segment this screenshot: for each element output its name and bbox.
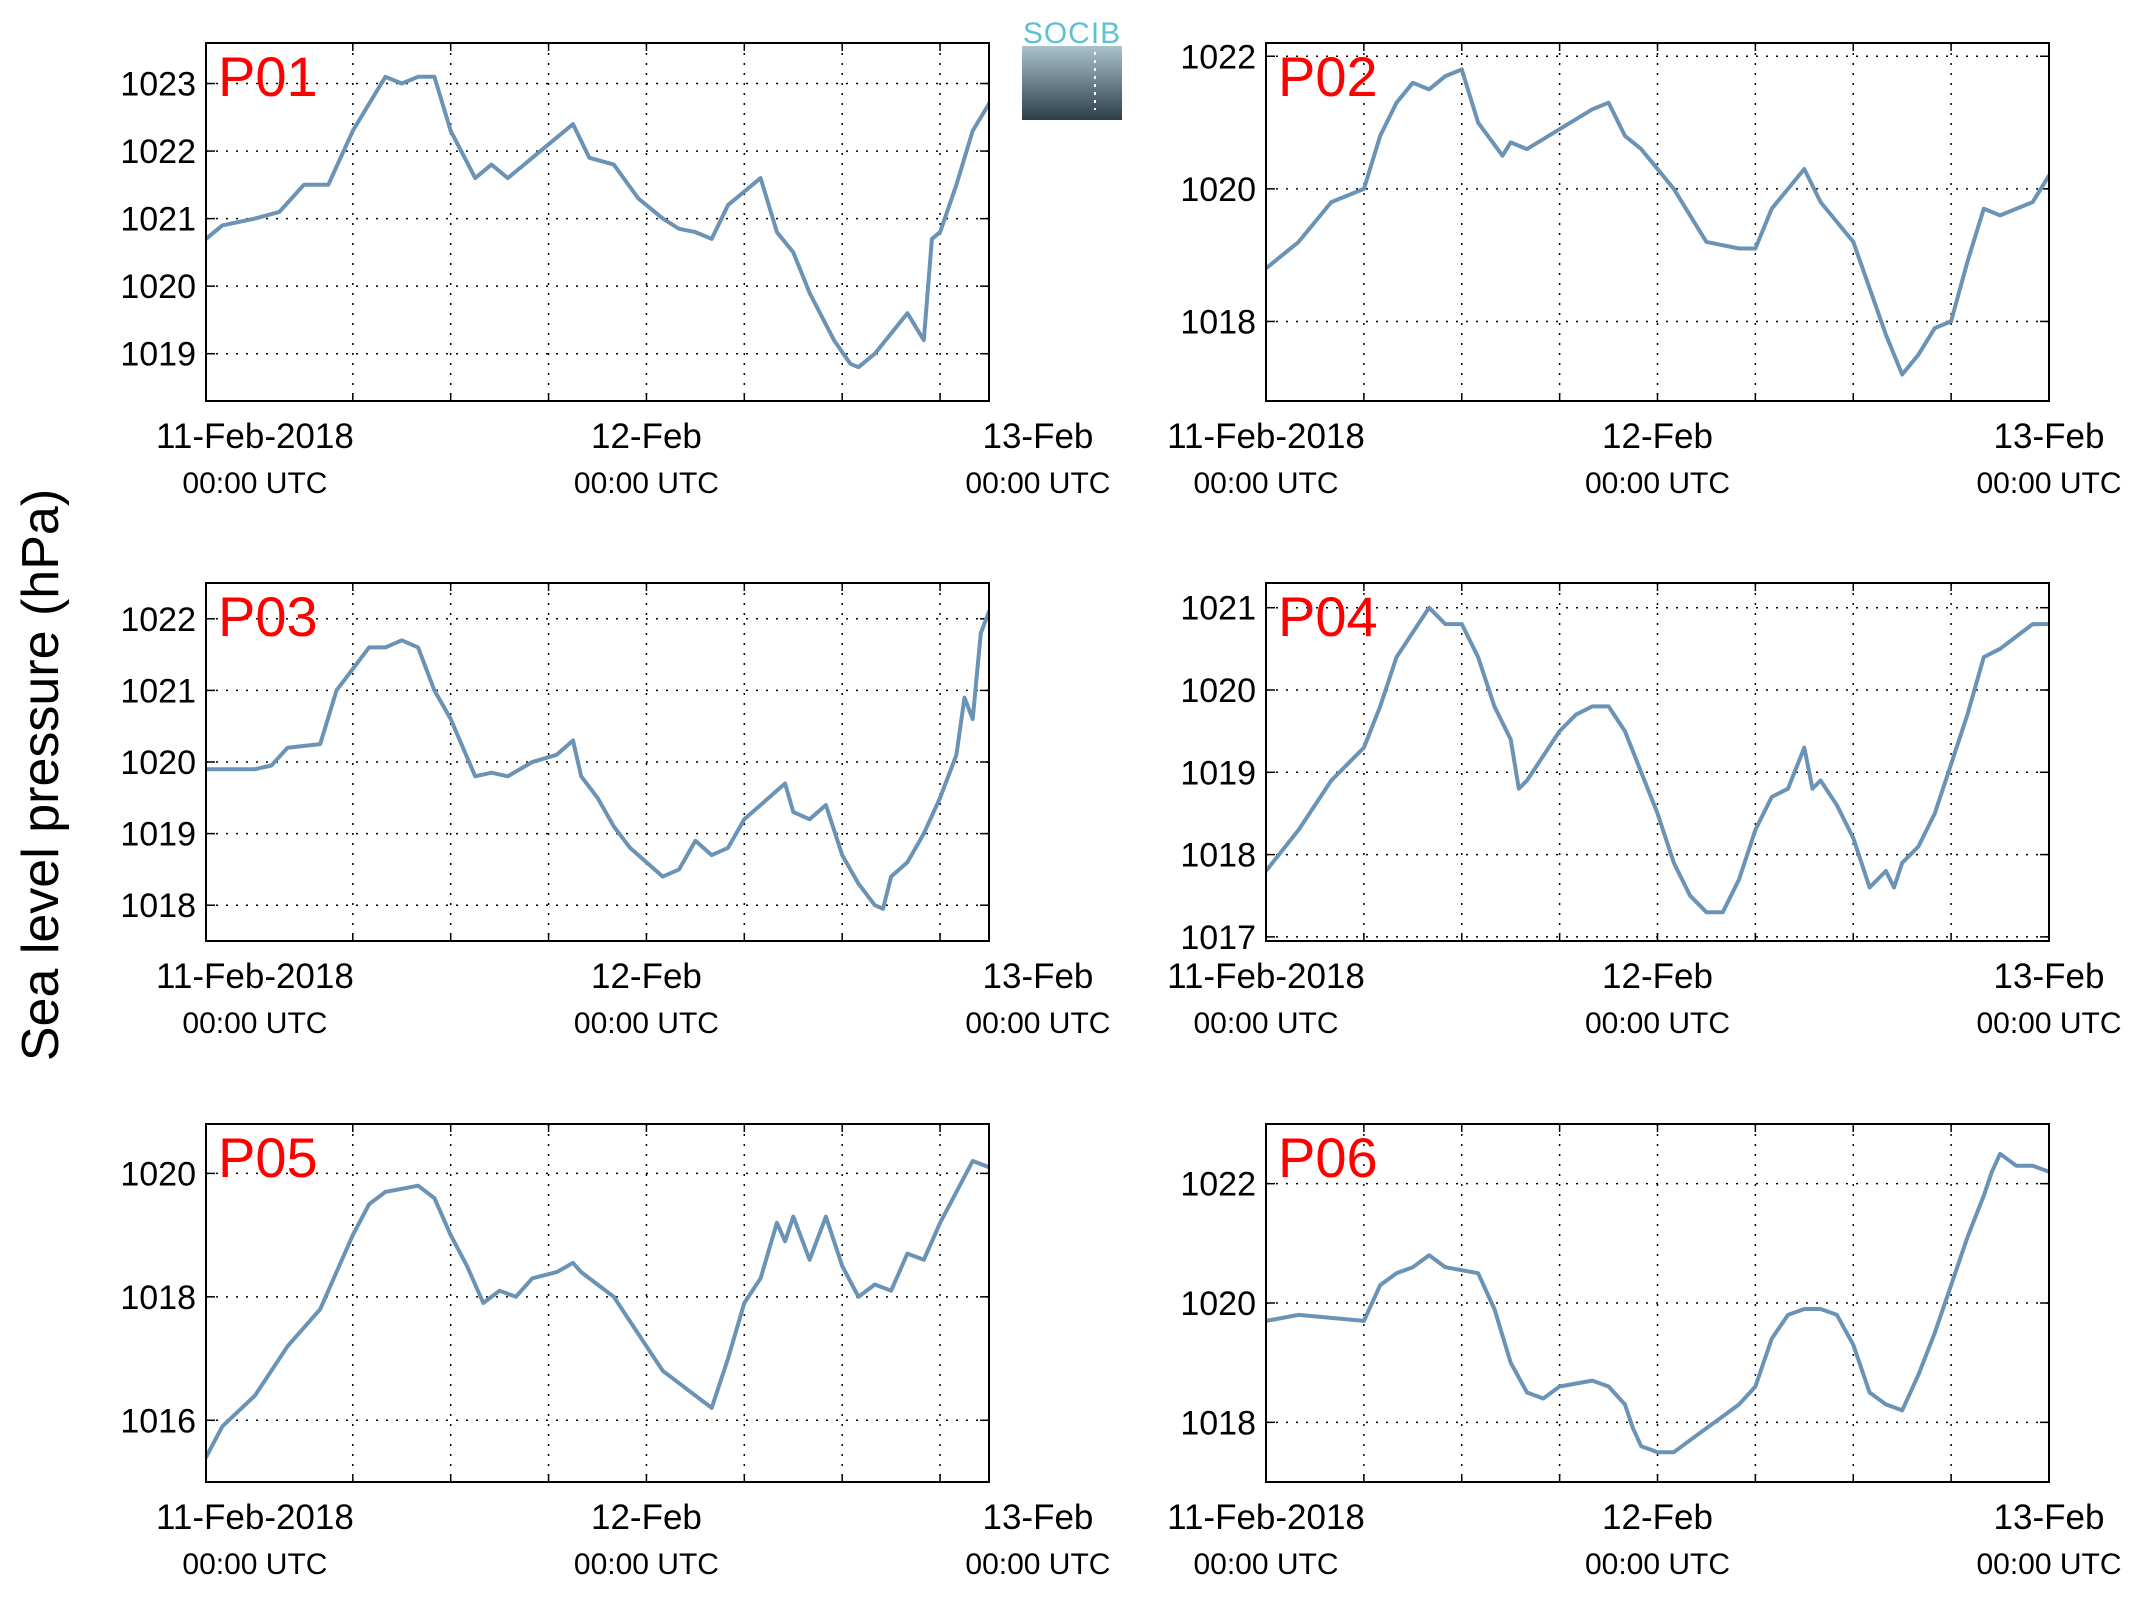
panel-label: P03 bbox=[218, 585, 318, 648]
x-tick-label: 12-Feb bbox=[591, 957, 702, 996]
x-tick-label: 11-Feb-2018 bbox=[1167, 957, 1365, 996]
x-tick-sublabel: 00:00 UTC bbox=[182, 1548, 327, 1581]
series-line-p05 bbox=[206, 1159, 989, 1460]
panel-label: P06 bbox=[1278, 1126, 1378, 1189]
panel-p01: 1019 1020 1021 1022 1023 11-Feb-2018 00:00 UTC… bbox=[120, 42, 1110, 500]
x-tick-sublabel: 00:00 UTC bbox=[574, 1548, 719, 1581]
socib-logo-gradient bbox=[1022, 46, 1122, 120]
y-tick-label: 1021 bbox=[1180, 590, 1256, 628]
x-tick-sublabel: 00:00 UTC bbox=[182, 1007, 327, 1040]
y-tick-label: 1020 bbox=[1180, 1285, 1256, 1323]
x-tick-sublabel: 00:00 UTC bbox=[1976, 467, 2121, 500]
panel-p03: 1018 1019 1020 1021 1022 11-Feb-2018 00:00 UTC… bbox=[120, 582, 1110, 1040]
x-tick-sublabel: 00:00 UTC bbox=[965, 1548, 1110, 1581]
socib-logo-text: SOCIB bbox=[1023, 17, 1121, 50]
x-tick-label: 11-Feb-2018 bbox=[156, 1498, 354, 1537]
y-axis-label: Sea level pressure (hPa) bbox=[12, 489, 70, 1061]
x-tick-sublabel: 00:00 UTC bbox=[1193, 1007, 1338, 1040]
series-line-p01 bbox=[206, 74, 989, 370]
y-tick-label: 1022 bbox=[1180, 1166, 1256, 1204]
panel-label: P02 bbox=[1278, 45, 1378, 108]
series-line-p06 bbox=[1266, 1151, 2049, 1455]
x-tick-sublabel: 00:00 UTC bbox=[1193, 1548, 1338, 1581]
series-line-p03 bbox=[206, 609, 989, 911]
axes-frame bbox=[205, 582, 990, 942]
x-tick-sublabel: 00:00 UTC bbox=[965, 1007, 1110, 1040]
y-tick-label: 1019 bbox=[120, 336, 196, 374]
x-tick-label: 13-Feb bbox=[982, 417, 1093, 456]
x-tick-label: 13-Feb bbox=[982, 1498, 1093, 1537]
x-tick-sublabel: 00:00 UTC bbox=[574, 467, 719, 500]
socib-logo: SOCIB bbox=[1022, 17, 1122, 120]
x-tick-sublabel: 00:00 UTC bbox=[574, 1007, 719, 1040]
x-tick-label: 11-Feb-2018 bbox=[1167, 1498, 1365, 1537]
x-tick-sublabel: 00:00 UTC bbox=[1976, 1548, 2121, 1581]
axes-frame bbox=[1265, 42, 2050, 402]
y-tick-label: 1018 bbox=[1180, 1404, 1256, 1442]
x-tick-sublabel: 00:00 UTC bbox=[1585, 1007, 1730, 1040]
x-tick-label: 13-Feb bbox=[982, 957, 1093, 996]
panel-p04: 1017 1018 1019 1020 1021 11-Feb-2018 00:00 UTC… bbox=[1167, 582, 2122, 1040]
x-tick-label: 13-Feb bbox=[1994, 957, 2105, 996]
x-tick-sublabel: 00:00 UTC bbox=[1193, 467, 1338, 500]
y-tick-label: 1017 bbox=[1180, 919, 1256, 957]
axes-frame bbox=[205, 1123, 990, 1483]
axes-frame bbox=[1265, 582, 2050, 942]
series-line-p02 bbox=[1266, 67, 2049, 377]
x-tick-sublabel: 00:00 UTC bbox=[965, 467, 1110, 500]
series-line-p04 bbox=[1266, 605, 2049, 915]
panel-p05: 1016 1018 1020 11-Feb-2018 00:00 UTC 12-Feb 00… bbox=[120, 1123, 1110, 1581]
y-tick-label: 1022 bbox=[1180, 38, 1256, 76]
x-tick-label: 12-Feb bbox=[1602, 1498, 1713, 1537]
x-tick-label: 12-Feb bbox=[1602, 957, 1713, 996]
x-tick-label: 11-Feb-2018 bbox=[156, 957, 354, 996]
x-tick-sublabel: 00:00 UTC bbox=[1585, 1548, 1730, 1581]
y-tick-label: 1020 bbox=[1180, 672, 1256, 710]
y-tick-label: 1021 bbox=[120, 672, 196, 710]
axes-frame bbox=[1265, 1123, 2050, 1483]
axes-frame bbox=[205, 42, 990, 402]
y-tick-label: 1018 bbox=[1180, 837, 1256, 875]
x-tick-sublabel: 00:00 UTC bbox=[1585, 467, 1730, 500]
x-tick-sublabel: 00:00 UTC bbox=[182, 467, 327, 500]
y-tick-label: 1018 bbox=[120, 887, 196, 925]
y-tick-label: 1020 bbox=[1180, 171, 1256, 209]
y-tick-label: 1018 bbox=[120, 1279, 196, 1317]
y-tick-label: 1022 bbox=[120, 133, 196, 171]
y-tick-label: 1021 bbox=[120, 201, 196, 239]
y-tick-label: 1020 bbox=[120, 268, 196, 306]
y-tick-label: 1020 bbox=[120, 1155, 196, 1193]
x-tick-sublabel: 00:00 UTC bbox=[1976, 1007, 2121, 1040]
panels: 1019 1020 1021 1022 1023 11-Feb-2018 00:00 UTC… bbox=[120, 38, 2121, 1581]
y-tick-label: 1023 bbox=[120, 66, 196, 104]
x-tick-label: 11-Feb-2018 bbox=[1167, 417, 1365, 456]
x-tick-label: 13-Feb bbox=[1994, 417, 2105, 456]
x-tick-label: 12-Feb bbox=[1602, 417, 1713, 456]
x-tick-label: 11-Feb-2018 bbox=[156, 417, 354, 456]
panel-label: P05 bbox=[218, 1126, 318, 1189]
panel-p02: 1018 1020 1022 11-Feb-2018 00:00 UTC 12-Feb 00… bbox=[1167, 38, 2121, 500]
x-tick-label: 12-Feb bbox=[591, 1498, 702, 1537]
panel-label: P04 bbox=[1278, 585, 1378, 648]
y-tick-label: 1019 bbox=[120, 816, 196, 854]
y-tick-label: 1022 bbox=[120, 601, 196, 639]
panel-p06: 1018 1020 1022 11-Feb-2018 00:00 UTC 12-Feb 00… bbox=[1167, 1123, 2122, 1581]
y-tick-label: 1016 bbox=[120, 1402, 196, 1440]
y-tick-label: 1020 bbox=[120, 744, 196, 782]
y-tick-label: 1018 bbox=[1180, 303, 1256, 341]
x-tick-label: 13-Feb bbox=[1994, 1498, 2105, 1537]
panel-label: P01 bbox=[218, 45, 318, 108]
x-tick-label: 12-Feb bbox=[591, 417, 702, 456]
y-tick-label: 1019 bbox=[1180, 754, 1256, 792]
